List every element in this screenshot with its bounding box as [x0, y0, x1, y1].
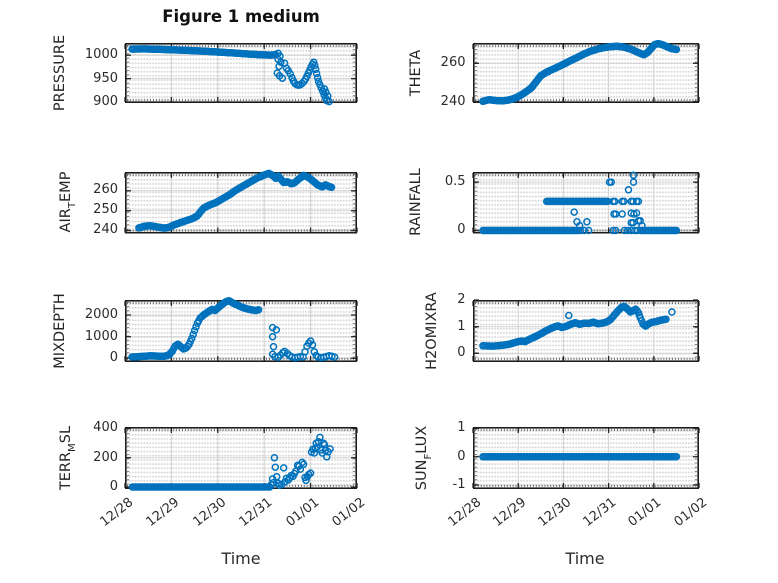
- y-tick-label: 0: [109, 479, 118, 494]
- y-tick-label: 240: [440, 93, 466, 109]
- subplot-rainfall: [471, 171, 700, 234]
- plot-canvas: [124, 427, 358, 491]
- y-tick-label: 1000: [84, 328, 118, 344]
- y-tick-label: 1000: [84, 47, 118, 63]
- x-tick-label: 12/31: [580, 495, 620, 530]
- y-axis-label-text: TERR: [58, 451, 75, 491]
- subplot-pressure: [124, 43, 358, 106]
- y-tick-label: -1: [452, 477, 466, 492]
- subplot-theta: [471, 39, 700, 106]
- y-axis-label-text: AIR: [58, 208, 75, 233]
- x-tick-label: 01/01: [283, 495, 322, 530]
- y-tick-label: 0: [457, 448, 466, 464]
- x-tick-label: 12/29: [143, 495, 183, 530]
- y-axis-label-h2omixra: H2OMIXRA: [424, 292, 440, 370]
- y-axis-label-subscript: F: [422, 453, 434, 460]
- y-axis-label-text: PRESSURE: [51, 34, 68, 112]
- subplot-terr_msl: [124, 427, 358, 491]
- x-tick-label: 01/01: [625, 495, 665, 530]
- y-axis-label-text: SUN: [414, 459, 431, 491]
- plot-canvas: [471, 299, 700, 363]
- y-axis-label-text: THETA: [407, 49, 424, 97]
- x-tick-label: 12/28: [444, 495, 484, 530]
- y-tick-label: 250: [93, 202, 118, 218]
- plot-canvas: [471, 39, 700, 106]
- subplot-air_temp: [124, 169, 358, 234]
- x-tick-label: 12/30: [535, 495, 575, 530]
- plot-canvas: [124, 296, 358, 363]
- y-axis-label-text: SL: [58, 425, 75, 444]
- y-axis-label-pressure: PRESSURE: [52, 35, 68, 111]
- x-tick-label: 12/28: [97, 495, 137, 530]
- y-tick-label: 2: [457, 292, 466, 307]
- x-tick-label: 12/29: [490, 495, 529, 530]
- plot-canvas: [124, 169, 358, 234]
- y-axis-label-text: LUX: [414, 425, 431, 454]
- x-axis-label-left: Time: [221, 549, 261, 568]
- x-tick-label: 01/02: [329, 495, 369, 530]
- y-axis-label-air_temp: AIRTEMP: [58, 172, 78, 233]
- y-axis-label-rainfall: RAINFALL: [408, 168, 424, 236]
- y-tick-label: 0: [457, 222, 466, 237]
- subplot-sun_flux: [471, 427, 700, 490]
- plot-canvas: [471, 171, 700, 234]
- y-axis-label-sun_flux: SUNFLUX: [414, 426, 434, 490]
- y-tick-label: 260: [440, 55, 466, 71]
- y-tick-label: 400: [93, 420, 118, 436]
- x-tick-label: 12/30: [190, 495, 230, 530]
- subplot-h2omixra: [471, 299, 700, 363]
- plot-canvas: [471, 427, 700, 490]
- x-tick-label: 12/31: [236, 495, 276, 530]
- y-tick-label: 200: [93, 449, 118, 465]
- y-axis-label-theta: THETA: [408, 50, 424, 97]
- y-tick-label: 0: [109, 350, 118, 366]
- y-tick-label: 0: [457, 345, 466, 361]
- y-axis-label-subscript: T: [66, 202, 78, 209]
- y-tick-label: 900: [93, 94, 118, 110]
- plot-canvas: [124, 43, 358, 106]
- y-tick-label: 240: [93, 222, 118, 237]
- x-tick-label: 01/02: [670, 495, 710, 530]
- y-tick-label: 2000: [84, 307, 118, 322]
- y-axis-label-terr_msl: TERRMSL: [58, 426, 78, 490]
- y-axis-label-subscript: M: [66, 443, 78, 452]
- y-axis-label-text: H2OMIXRA: [424, 292, 441, 370]
- y-axis-label-text: MIXDEPTH: [51, 293, 68, 369]
- y-axis-label-text: RAINFALL: [407, 168, 424, 237]
- y-axis-label-mixdepth: MIXDEPTH: [52, 293, 68, 369]
- x-axis-label-right: Time: [565, 549, 605, 568]
- y-tick-label: 950: [93, 70, 118, 86]
- y-tick-label: 1: [457, 318, 466, 334]
- y-tick-label: 260: [93, 182, 118, 198]
- y-tick-label: 1: [457, 420, 466, 436]
- y-tick-label: 0.5: [444, 173, 466, 189]
- subplot-mixdepth: [124, 296, 358, 363]
- y-axis-label-text: EMP: [58, 171, 75, 203]
- figure-title: Figure 1 medium: [162, 7, 320, 26]
